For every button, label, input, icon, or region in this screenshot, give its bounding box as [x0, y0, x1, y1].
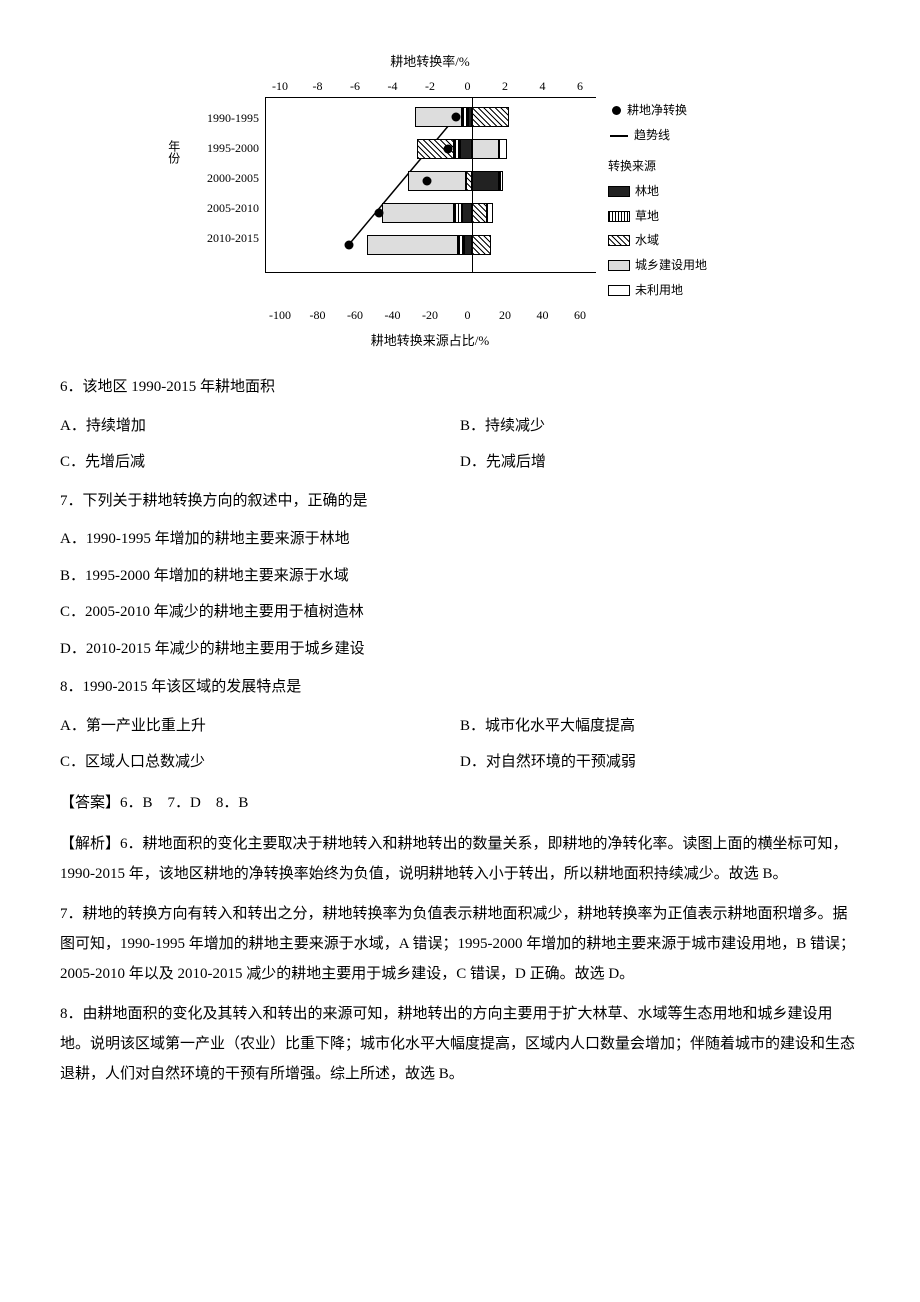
tick: -4 [378, 75, 408, 98]
q8-opt-b: B．城市化水平大幅度提高 [460, 712, 860, 741]
legend-net-dot: 耕地净转换 [608, 99, 728, 122]
chart-legend: 耕地净转换 趋势线 转换来源 林地 草地 水域 城乡建设用地 未利用地 [608, 97, 728, 303]
q7-opt-d: D．2010-2015 年减少的耕地主要用于城乡建设 [60, 635, 860, 664]
legend-trend: 趋势线 [608, 124, 728, 147]
legend-source-title: 转换来源 [608, 155, 728, 178]
period-label: 2000-2005 [180, 163, 259, 193]
tick: -20 [415, 304, 445, 327]
q7-stem: 7．下列关于耕地转换方向的叙述中，正确的是 [60, 487, 860, 516]
q6-opt-a: A．持续增加 [60, 412, 460, 441]
net-conversion-dot [375, 209, 384, 218]
period-label: 2005-2010 [180, 193, 259, 223]
q7-opt-a: A．1990-1995 年增加的耕地主要来源于林地 [60, 525, 860, 554]
q8-opt-d: D．对自然环境的干预减弱 [460, 748, 860, 777]
legend-unused: 未利用地 [608, 279, 728, 302]
tick: -100 [265, 304, 295, 327]
tick: -40 [378, 304, 408, 327]
legend-urban: 城乡建设用地 [608, 254, 728, 277]
chart-container: 耕地转换率/% -10 -8 -6 -4 -2 0 2 4 6 年份 1990-… [180, 50, 740, 353]
tick: -10 [265, 75, 295, 98]
bar-row [266, 235, 596, 255]
explanation-8: 8．由耕地面积的变化及其转入和转出的来源可知，耕地转出的方向主要用于扩大林草、水… [60, 999, 860, 1089]
tick: 20 [490, 304, 520, 327]
q7-opt-b: B．1995-2000 年增加的耕地主要来源于水域 [60, 562, 860, 591]
q6-options-row1: A．持续增加 B．持续减少 [60, 412, 860, 441]
legend-grass: 草地 [608, 205, 728, 228]
y-axis-labels: 1990-1995 1995-2000 2000-2005 2005-2010 … [180, 97, 265, 253]
explanation-6: 【解析】6．耕地面积的变化主要取决于耕地转入和耕地转出的数量关系，即耕地的净转化… [60, 829, 860, 889]
period-label: 1995-2000 [180, 133, 259, 163]
q8-opt-a: A．第一产业比重上升 [60, 712, 460, 741]
q6-opt-b: B．持续减少 [460, 412, 860, 441]
tick: 6 [565, 75, 595, 98]
tick: 2 [490, 75, 520, 98]
chart-title-top: 耕地转换率/% [120, 50, 740, 75]
q8-options-row1: A．第一产业比重上升 B．城市化水平大幅度提高 [60, 712, 860, 741]
bar-row [266, 139, 596, 159]
top-axis-ticks: -10 -8 -6 -4 -2 0 2 4 6 [265, 75, 595, 98]
net-conversion-dot [443, 145, 452, 154]
chart-title-bottom: 耕地转换来源占比/% [120, 329, 740, 354]
tick: 40 [528, 304, 558, 327]
chart-plot-area [265, 97, 596, 273]
bar-row [266, 107, 596, 127]
tick: 0 [453, 304, 483, 327]
period-label: 1990-1995 [180, 103, 259, 133]
tick: -8 [303, 75, 333, 98]
q6-stem: 6．该地区 1990-2015 年耕地面积 [60, 373, 860, 402]
tick: 0 [453, 75, 483, 98]
explanation-7: 7．耕地的转换方向有转入和转出之分，耕地转换率为负值表示耕地面积减少，耕地转换率… [60, 899, 860, 989]
net-conversion-dot [344, 241, 353, 250]
tick: -6 [340, 75, 370, 98]
tick: -60 [340, 304, 370, 327]
net-conversion-dot [422, 177, 431, 186]
q6-opt-c: C．先增后减 [60, 448, 460, 477]
q6-options-row2: C．先增后减 D．先减后增 [60, 448, 860, 477]
q6-opt-d: D．先减后增 [460, 448, 860, 477]
q8-opt-c: C．区域人口总数减少 [60, 748, 460, 777]
answer-line: 【答案】6．B 7．D 8．B [60, 789, 860, 818]
tick: 4 [528, 75, 558, 98]
net-conversion-dot [451, 113, 460, 122]
tick: -80 [303, 304, 333, 327]
tick: 60 [565, 304, 595, 327]
bottom-axis-ticks: -100 -80 -60 -40 -20 0 20 40 60 [265, 304, 595, 327]
q8-stem: 8．1990-2015 年该区域的发展特点是 [60, 673, 860, 702]
tick: -2 [415, 75, 445, 98]
legend-forest: 林地 [608, 180, 728, 203]
q7-opt-c: C．2005-2010 年减少的耕地主要用于植树造林 [60, 598, 860, 627]
bar-row [266, 203, 596, 223]
period-label: 2010-2015 [180, 223, 259, 253]
y-axis-title: 年份 [162, 140, 185, 164]
q8-options-row2: C．区域人口总数减少 D．对自然环境的干预减弱 [60, 748, 860, 777]
legend-water: 水域 [608, 229, 728, 252]
